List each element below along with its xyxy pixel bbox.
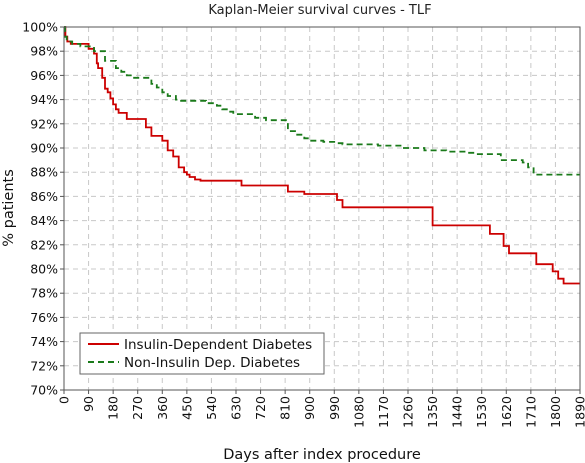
y-tick-label: 86% [30, 189, 58, 204]
x-tick-label: 1440 [450, 396, 465, 428]
x-tick-label: 1080 [351, 396, 366, 428]
plot-area [64, 27, 580, 390]
x-tick-label: 1530 [474, 396, 489, 428]
y-tick-label: 80% [30, 262, 58, 277]
x-tick-label: 900 [302, 396, 317, 420]
y-tick-label: 98% [30, 44, 58, 59]
x-tick-label: 1350 [425, 396, 440, 428]
y-axis-label: % patients [1, 169, 17, 247]
y-tick-label: 76% [30, 310, 58, 325]
x-axis-label: Days after index procedure [223, 447, 421, 463]
x-tick-label: 180 [106, 396, 121, 420]
chart-title: Kaplan-Meier survival curves - TLF [208, 3, 431, 18]
y-tick-label: 96% [30, 68, 58, 83]
x-tick-label: 540 [204, 396, 219, 420]
legend: Insulin-Dependent Diabetes Non-Insulin D… [79, 332, 325, 375]
x-tick-label: 0 [57, 396, 72, 404]
x-tick-label: 90 [81, 396, 96, 412]
x-tick-label: 270 [130, 396, 145, 420]
x-tick-label: 360 [155, 396, 170, 420]
y-tick-label: 100% [22, 20, 58, 35]
y-tick-label: 92% [30, 116, 58, 131]
x-tick-label: 630 [229, 396, 244, 420]
x-tick-label: 450 [179, 396, 194, 420]
y-tick-label: 72% [30, 358, 58, 373]
series-line-non-insulin [64, 26, 580, 176]
x-tick-label: 1800 [548, 396, 563, 428]
series-group [64, 26, 580, 285]
y-tick-label: 74% [30, 334, 58, 349]
x-tick-labels: 0 90 180 270 360 450 540 630 720 810 900 990 1080 117… [57, 396, 585, 428]
x-tick-label: 990 [327, 396, 342, 420]
x-tick-label: 1890 [573, 396, 585, 428]
y-tick-label: 78% [30, 286, 58, 301]
y-tick-labels: 70% 72% 74% 76% 78% 80% 82% 84% 86% 88% 90% 92% 94% 9… [22, 20, 58, 398]
y-tick-label: 70% [30, 383, 58, 398]
series-line-insulin-dependent [64, 26, 580, 285]
y-tick-label: 94% [30, 92, 58, 107]
x-tick-label: 1170 [376, 396, 391, 428]
y-tick-label: 90% [30, 141, 58, 156]
y-tick-label: 84% [30, 213, 58, 228]
y-tick-label: 82% [30, 237, 58, 252]
x-tick-label: 720 [253, 396, 268, 420]
x-tick-label: 810 [278, 396, 293, 420]
x-tick-label: 1260 [401, 396, 416, 428]
legend-box [79, 332, 325, 375]
x-tick-label: 1620 [499, 396, 514, 428]
y-tick-label: 88% [30, 165, 58, 180]
legend-label-non-insulin: Non-Insulin Dep. Diabetes [124, 355, 300, 371]
legend-label-insulin: Insulin-Dependent Diabetes [124, 337, 312, 353]
plot-frame [63, 26, 581, 391]
x-tick-label: 1710 [523, 396, 538, 428]
